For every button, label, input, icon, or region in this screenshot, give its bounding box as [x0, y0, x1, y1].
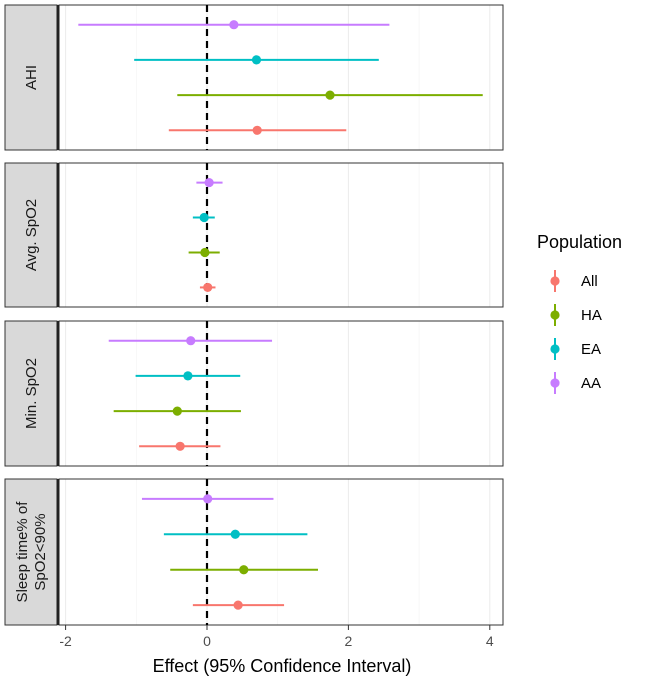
estimate-point [183, 371, 193, 381]
estimate-point [203, 282, 213, 293]
estimate-point [203, 494, 213, 504]
legend-label: HA [581, 307, 602, 324]
estimate-point [252, 125, 262, 135]
x-axis-title: Effect (95% Confidence Interval) [153, 656, 412, 676]
x-tick-label: 2 [345, 633, 353, 649]
x-tick-label: -2 [59, 633, 72, 649]
facet-label: Min. SpO2 [23, 358, 40, 429]
estimate-point [239, 565, 249, 575]
legend-label: All [581, 273, 598, 290]
facet-panels: AHI Avg. SpO2 Min. SpO2 Sleep time% of SpO2<… [4, 4, 504, 626]
facet-panel: Min. SpO2 [4, 320, 504, 467]
facet-strip [4, 478, 58, 626]
legend-key-point [550, 276, 560, 286]
x-tick-label: 4 [486, 633, 494, 649]
legend: Population All HA EA AA [537, 232, 622, 394]
estimate-point [230, 529, 240, 539]
estimate-point [233, 600, 243, 610]
estimate-point [200, 247, 210, 258]
legend-key-point [550, 344, 560, 354]
facet-panel: Avg. SpO2 [4, 162, 504, 308]
x-tick-label: 0 [203, 633, 211, 649]
legend-title: Population [537, 232, 622, 252]
legend-item: EA [550, 338, 601, 360]
legend-label: AA [581, 375, 601, 392]
panel-background [59, 321, 503, 466]
x-axis: -2 0 2 4 [59, 625, 494, 649]
legend-item: AA [550, 372, 601, 394]
estimate-point [325, 90, 335, 100]
facet-panel: AHI [4, 4, 504, 151]
estimate-point [172, 406, 182, 416]
estimate-point [199, 212, 209, 223]
facet-strip [4, 162, 58, 308]
legend-key-point [550, 378, 560, 388]
facet-panel: Sleep time% of SpO2<90% [4, 478, 504, 626]
estimate-point [186, 336, 196, 346]
panel-background [59, 479, 503, 625]
legend-item: HA [550, 304, 602, 326]
estimate-point [251, 55, 262, 65]
facet-strip [4, 4, 58, 151]
estimate-point [204, 177, 214, 188]
facet-label: Avg. SpO2 [23, 199, 40, 271]
legend-item: All [550, 270, 598, 292]
estimate-point [229, 20, 239, 30]
estimate-point [175, 441, 185, 451]
panel-background [59, 5, 503, 150]
facet-label: AHI [23, 65, 40, 90]
facet-label: SpO2<90% [32, 513, 49, 590]
panel-background [59, 163, 503, 307]
legend-key-point [550, 310, 560, 320]
facet-label: Sleep time% of [14, 501, 31, 603]
legend-label: EA [581, 341, 601, 358]
